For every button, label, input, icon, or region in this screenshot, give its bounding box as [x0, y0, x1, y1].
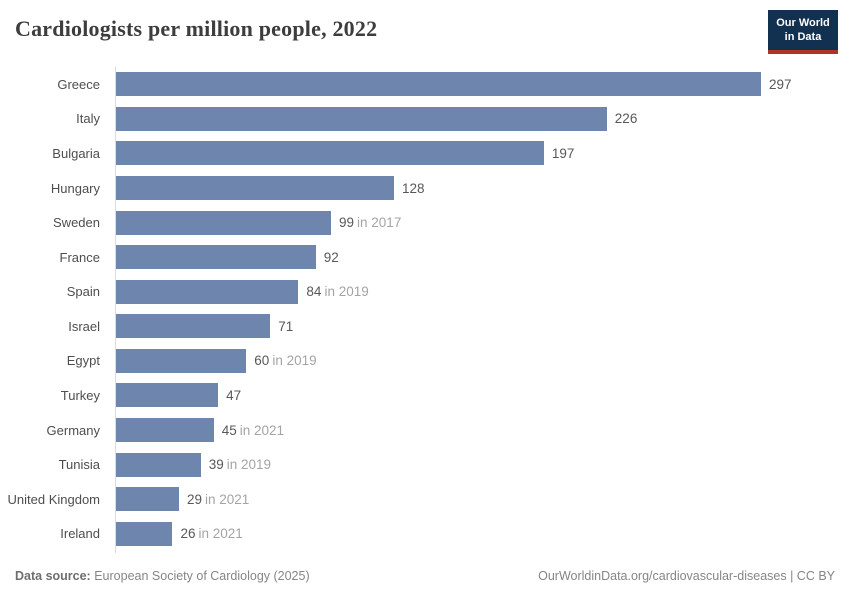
bar-rows: Greece 297 Italy 226 Bulgaria 197 Hungary 128 Sw…: [0, 67, 850, 551]
bar[interactable]: [116, 106, 607, 131]
owid-logo-line2: in Data: [784, 31, 822, 44]
bar-row[interactable]: Israel 71: [0, 309, 850, 344]
country-label: Germany: [46, 422, 100, 438]
bar[interactable]: [116, 210, 331, 235]
value-label: 47: [226, 387, 242, 403]
value-year-note: in 2021: [239, 422, 285, 438]
bar-zone: 197: [108, 136, 850, 171]
data-source-label: Data source:: [15, 569, 91, 583]
bar-zone: 226: [108, 102, 850, 137]
bar[interactable]: [116, 176, 394, 201]
bar-zone: 39 in 2019: [108, 447, 850, 482]
value-year-note: in 2019: [324, 284, 369, 300]
value-label: 297: [769, 76, 792, 92]
data-source-text: European Society of Cardiology (2025): [94, 569, 310, 583]
value-label: 84: [306, 284, 322, 300]
y-axis-line: [115, 67, 116, 553]
bar[interactable]: [116, 141, 544, 166]
chart-title: Cardiologists per million people, 2022: [15, 16, 378, 41]
bar-zone: 71: [108, 309, 850, 344]
bar[interactable]: [116, 279, 299, 304]
bar-row[interactable]: France 92: [0, 240, 850, 275]
value-year-note: in 2017: [357, 215, 402, 231]
bar-zone: 26 in 2021: [108, 517, 850, 552]
bar[interactable]: [116, 245, 316, 270]
value-year-note: in 2019: [272, 353, 317, 369]
value-year-note: in 2021: [198, 526, 243, 542]
bar-zone: 47: [108, 378, 850, 413]
bar-zone: 92: [108, 240, 850, 275]
bar-row[interactable]: Ireland 26 in 2021: [0, 517, 850, 552]
value-label: 39: [208, 457, 224, 473]
bar-row[interactable]: Greece 297: [0, 67, 850, 102]
bar[interactable]: [116, 383, 219, 408]
value-label: 99: [339, 215, 355, 231]
value-label: 92: [323, 249, 339, 265]
owid-logo: Our World in Data: [768, 10, 838, 54]
country-label: Tunisia: [58, 457, 100, 473]
bar-zone: 60 in 2019: [108, 344, 850, 379]
bar-row[interactable]: Hungary 128: [0, 171, 850, 206]
bar-row[interactable]: Germany 45 in 2021: [0, 413, 850, 448]
bar[interactable]: [116, 521, 173, 546]
value-label: 60: [254, 353, 270, 369]
value-label: 26: [180, 526, 196, 542]
value-year-note: in 2019: [226, 457, 272, 473]
country-label: Bulgaria: [52, 145, 100, 161]
bar[interactable]: [116, 72, 761, 97]
country-label: France: [59, 249, 100, 265]
country-label: Hungary: [50, 180, 100, 196]
bar[interactable]: [116, 487, 179, 512]
bar-row[interactable]: United Kingdom 29 in 2021: [0, 482, 850, 517]
country-label: Ireland: [60, 526, 100, 542]
country-label: Sweden: [53, 215, 100, 231]
bar[interactable]: [116, 418, 214, 443]
value-label: 71: [278, 318, 294, 334]
country-label: United Kingdom: [7, 491, 101, 507]
data-source: Data source: European Society of Cardiol…: [15, 569, 310, 583]
bar-zone: 45 in 2021: [108, 413, 850, 448]
value-label: 226: [614, 111, 638, 127]
value-label: 29: [186, 491, 202, 507]
bar-zone: 84 in 2019: [108, 274, 850, 309]
chart-footer: Data source: European Society of Cardiol…: [15, 569, 835, 583]
bar[interactable]: [116, 348, 247, 373]
country-label: Israel: [68, 318, 100, 334]
value-label: 128: [401, 180, 425, 196]
bar-row[interactable]: Bulgaria 197: [0, 136, 850, 171]
country-label: Spain: [66, 284, 100, 300]
bar-row[interactable]: Tunisia 39 in 2019: [0, 447, 850, 482]
bar-row[interactable]: Turkey 47: [0, 378, 850, 413]
bar[interactable]: [116, 452, 201, 477]
value-year-note: in 2021: [205, 491, 250, 507]
country-label: Italy: [76, 111, 100, 127]
footer-attribution: OurWorldinData.org/cardiovascular-diseas…: [538, 569, 835, 583]
country-label: Egypt: [66, 353, 100, 369]
country-label: Greece: [57, 76, 100, 92]
bar-zone: 99 in 2017: [108, 205, 850, 240]
country-label: Turkey: [60, 387, 100, 403]
bar-zone: 297: [108, 67, 850, 102]
bar-zone: 128: [108, 171, 850, 206]
bar-chart: Greece 297 Italy 226 Bulgaria 197 Hungary 128 Sw…: [0, 67, 850, 553]
bar-row[interactable]: Sweden 99 in 2017: [0, 205, 850, 240]
bar-zone: 29 in 2021: [108, 482, 850, 517]
bar-row[interactable]: Egypt 60 in 2019: [0, 344, 850, 379]
value-label: 45: [221, 422, 237, 438]
bar[interactable]: [116, 314, 271, 339]
value-label: 197: [551, 145, 575, 161]
bar-row[interactable]: Italy 226: [0, 102, 850, 137]
bar-row[interactable]: Spain 84 in 2019: [0, 274, 850, 309]
owid-logo-line1: Our World: [776, 17, 830, 29]
